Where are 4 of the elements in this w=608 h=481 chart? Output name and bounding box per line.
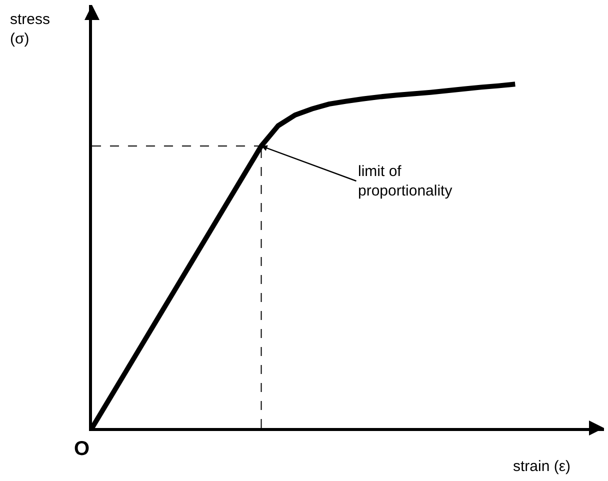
x-axis-title: strain (ε) (513, 458, 571, 475)
text: O (74, 438, 90, 460)
y-axis-title: stress (σ) (10, 11, 50, 48)
annotation: limit of proportionality (358, 163, 453, 200)
